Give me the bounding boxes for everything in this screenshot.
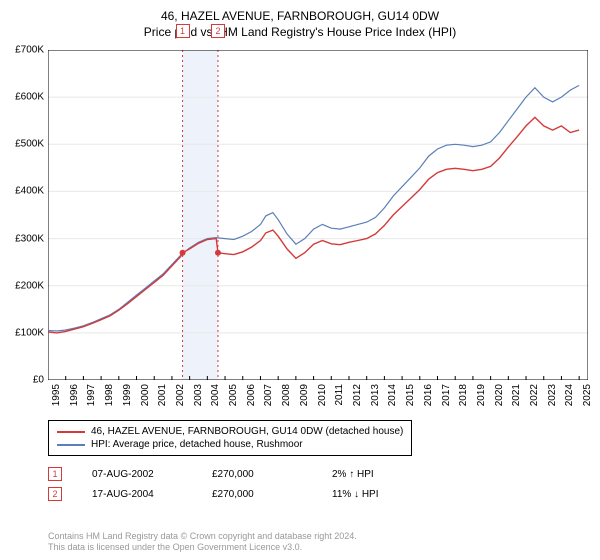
x-tick-label: 2022 [529,384,540,406]
marker-date: 17-AUG-2004 [92,489,182,500]
footer-line2: This data is licensed under the Open Gov… [48,542,357,554]
x-tick-label: 2018 [458,384,469,406]
x-tick-label: 2011 [334,384,345,406]
x-tick-label: 2000 [140,384,151,406]
x-tick-label: 2012 [352,384,363,406]
marker-row: 1 07-AUG-2002 £270,000 2% ↑ HPI [48,464,588,484]
y-tick-label: £700K [2,45,44,56]
x-tick-label: 2009 [299,384,310,406]
x-tick-label: 2019 [476,384,487,406]
chart-subtitle: Price paid vs. HM Land Registry's House … [0,25,600,43]
x-tick-label: 2015 [405,384,416,406]
chart-marker-badge: 1 [176,24,190,38]
x-tick-label: 2007 [263,384,274,406]
legend-label: HPI: Average price, detached house, Rush… [91,439,303,450]
x-tick-label: 1998 [104,384,115,406]
marker-price: £270,000 [212,489,302,500]
marker-badge: 2 [48,487,62,501]
x-tick-label: 1996 [69,384,80,406]
x-tick-label: 2003 [193,384,204,406]
legend-swatch [57,444,85,446]
chart-marker-badge: 2 [211,24,225,38]
marker-price: £270,000 [212,469,302,480]
x-tick-label: 2010 [317,384,328,406]
x-tick-label: 2004 [210,384,221,406]
x-tick-label: 1997 [86,384,97,406]
legend-row: 46, HAZEL AVENUE, FARNBOROUGH, GU14 0DW … [57,425,403,438]
y-tick-label: £600K [2,92,44,103]
x-tick-label: 2014 [387,384,398,406]
marker-date: 07-AUG-2002 [92,469,182,480]
x-tick-label: 1995 [51,384,62,406]
legend-swatch [57,431,85,433]
x-tick-label: 2008 [281,384,292,406]
x-tick-label: 2001 [157,384,168,406]
x-tick-label: 2013 [370,384,381,406]
x-tick-label: 2021 [511,384,522,406]
legend-row: HPI: Average price, detached house, Rush… [57,438,403,451]
x-tick-label: 2002 [175,384,186,406]
y-tick-label: £0 [2,375,44,386]
chart-area: £0£100K£200K£300K£400K£500K£600K£700K199… [48,50,588,380]
y-tick-label: £100K [2,327,44,338]
y-tick-label: £200K [2,280,44,291]
marker-badge: 1 [48,467,62,481]
legend-box: 46, HAZEL AVENUE, FARNBOROUGH, GU14 0DW … [48,420,412,456]
x-tick-label: 2020 [494,384,505,406]
legend-label: 46, HAZEL AVENUE, FARNBOROUGH, GU14 0DW … [91,426,403,437]
x-tick-label: 1999 [122,384,133,406]
footer-line1: Contains HM Land Registry data © Crown c… [48,531,357,543]
markers-table: 1 07-AUG-2002 £270,000 2% ↑ HPI 2 17-AUG-2004… [48,464,588,504]
y-tick-label: £500K [2,139,44,150]
y-tick-label: £300K [2,233,44,244]
y-tick-label: £400K [2,186,44,197]
x-tick-label: 2023 [547,384,558,406]
chart-svg [48,50,588,380]
x-tick-label: 2005 [228,384,239,406]
marker-delta: 2% ↑ HPI [332,469,422,480]
x-tick-label: 2006 [246,384,257,406]
marker-row: 2 17-AUG-2004 £270,000 11% ↓ HPI [48,484,588,504]
x-tick-label: 2025 [582,384,593,406]
x-tick-label: 2016 [423,384,434,406]
chart-title: 46, HAZEL AVENUE, FARNBOROUGH, GU14 0DW [0,0,600,25]
footer: Contains HM Land Registry data © Crown c… [48,531,357,554]
marker-delta: 11% ↓ HPI [332,489,422,500]
x-tick-label: 2017 [441,384,452,406]
x-tick-label: 2024 [564,384,575,406]
legend: 46, HAZEL AVENUE, FARNBOROUGH, GU14 0DW … [48,420,588,504]
